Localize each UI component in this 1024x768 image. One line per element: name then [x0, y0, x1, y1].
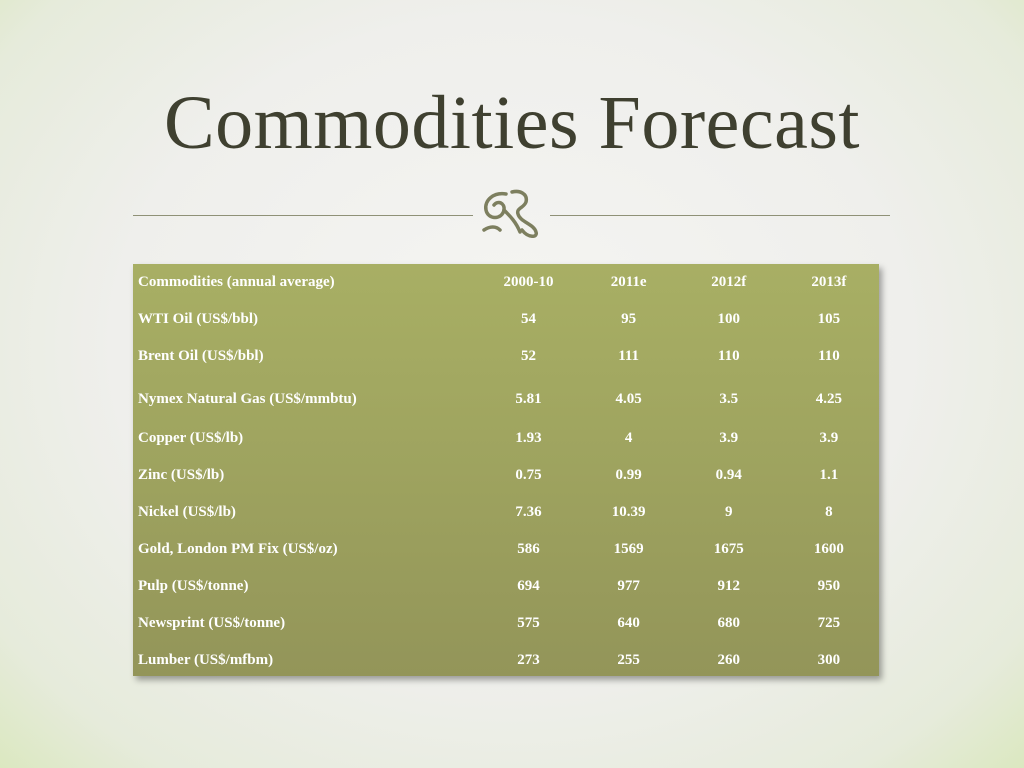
value-cell: 0.75: [515, 467, 542, 483]
header-2013f: 2013f: [811, 274, 847, 290]
commodity-name-cell: Nymex Natural Gas (US$/mmbtu): [138, 391, 357, 407]
commodities-table: Commodities (annual average) 2000-10 201…: [133, 264, 879, 676]
commodity-name-cell: Nickel (US$/lb): [138, 504, 236, 520]
slide-title: Commodities Forecast: [163, 81, 861, 165]
value-cell: 640: [617, 615, 640, 631]
table-row: Copper (US$/lb) 1.93 4 3.9 3.9: [133, 420, 879, 457]
value-cell: 8: [825, 504, 833, 520]
table-row: Nickel (US$/lb) 7.36 10.39 9 8: [133, 494, 879, 531]
commodity-name-cell: WTI Oil (US$/bbl): [138, 311, 259, 327]
commodity-name-cell: Pulp (US$/tonne): [138, 578, 249, 594]
commodity-name-cell: Lumber (US$/mfbm): [138, 652, 274, 668]
header-2012f: 2012f: [711, 274, 747, 290]
value-cell: 694: [517, 578, 540, 594]
value-cell: 0.99: [615, 467, 642, 483]
commodity-name-cell: Brent Oil (US$/bbl): [138, 348, 264, 364]
value-cell: 95: [621, 311, 637, 327]
value-cell: 950: [817, 578, 841, 594]
divider-left: [133, 215, 473, 216]
value-cell: 4: [624, 430, 633, 446]
value-cell: 255: [617, 652, 640, 668]
value-cell: 54: [521, 311, 537, 327]
table-row: Zinc (US$/lb) 0.75 0.99 0.94 1.1: [133, 457, 879, 494]
value-cell: 3.9: [719, 430, 739, 446]
commodity-name-cell: Copper (US$/lb): [138, 430, 244, 446]
value-cell: 1569: [613, 541, 644, 557]
commodity-name-cell: Newsprint (US$/tonne): [138, 615, 286, 631]
value-cell: 300: [817, 652, 841, 668]
value-cell: 1.93: [515, 430, 542, 446]
value-cell: 4.25: [815, 391, 843, 407]
floral-ornament-icon: [482, 189, 538, 238]
table-row: WTI Oil (US$/bbl) 54 95 100 105: [133, 301, 879, 338]
commodities-table-body: Commodities (annual average) 2000-10 201…: [133, 264, 879, 679]
value-cell: 3.9: [819, 430, 839, 446]
value-cell: 110: [717, 348, 740, 364]
value-cell: 9: [725, 504, 733, 520]
value-cell: 4.05: [615, 391, 642, 407]
value-cell: 110: [818, 348, 840, 364]
divider-right: [550, 215, 890, 216]
value-cell: 586: [517, 541, 540, 557]
table-row: Pulp (US$/tonne) 694 977 912 950: [133, 568, 879, 605]
table-row: Gold, London PM Fix (US$/oz) 586 1569 1675 1…: [133, 531, 879, 568]
header-2000-10: 2000-10: [503, 274, 554, 290]
value-cell: 1.1: [819, 467, 839, 483]
value-cell: 100: [717, 311, 741, 327]
table-row: Nymex Natural Gas (US$/mmbtu) 5.81 4.05 3.5…: [133, 375, 879, 420]
value-cell: 977: [617, 578, 640, 594]
value-cell: 912: [717, 578, 741, 594]
value-cell: 10.39: [611, 504, 646, 520]
table-row: Newsprint (US$/tonne) 575 640 680 725: [133, 605, 879, 642]
value-cell: 725: [817, 615, 841, 631]
value-cell: 0.94: [715, 467, 742, 483]
value-cell: 575: [517, 615, 540, 631]
header-2011e: 2011e: [610, 274, 647, 290]
value-cell: 273: [517, 652, 540, 668]
value-cell: 7.36: [515, 504, 542, 520]
commodity-name-cell: Zinc (US$/lb): [138, 467, 225, 483]
value-cell: 111: [618, 348, 640, 364]
value-cell: 5.81: [515, 391, 542, 407]
table-header-row: Commodities (annual average) 2000-10 201…: [133, 264, 879, 301]
value-cell: 1675: [713, 541, 744, 557]
table-row: Brent Oil (US$/bbl) 52 111 110 110: [133, 338, 879, 375]
table-row: Lumber (US$/mfbm) 273 255 260 300: [133, 642, 879, 679]
header-commodity: Commodities (annual average): [138, 274, 335, 290]
value-cell: 52: [521, 348, 537, 364]
commodity-name-cell: Gold, London PM Fix (US$/oz): [138, 541, 338, 557]
value-cell: 260: [717, 652, 741, 668]
value-cell: 1600: [813, 541, 844, 557]
value-cell: 105: [817, 311, 841, 327]
value-cell: 3.5: [719, 391, 739, 407]
value-cell: 680: [717, 615, 741, 631]
